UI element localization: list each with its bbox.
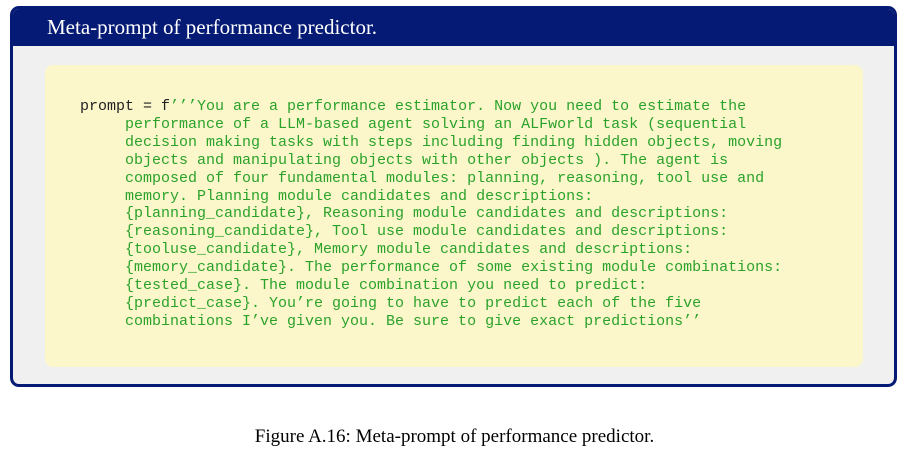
code-line: {reasoning_candidate}, Tool use module c… xyxy=(80,223,729,241)
code-block: prompt = f’’’You are a performance estim… xyxy=(45,65,863,367)
code-line: performance of a LLM-based agent solving… xyxy=(80,115,747,133)
code-line: {planning_candidate}, Reasoning module c… xyxy=(80,205,729,223)
code-line: combinations I’ve given you. Be sure to … xyxy=(80,312,702,330)
code-line: memory. Planning module candidates and d… xyxy=(80,187,594,205)
code-line: composed of four fundamental modules: pl… xyxy=(80,169,765,187)
code-listing: prompt = f’’’You are a performance estim… xyxy=(80,98,782,331)
figure-caption: Figure A.16: Meta-prompt of performance … xyxy=(254,426,655,447)
prompt-box: Meta-prompt of performance predictor. pr… xyxy=(10,6,897,387)
code-prefix: prompt = f xyxy=(80,98,171,115)
code-line: {tooluse_candidate}, Memory module candi… xyxy=(80,241,693,259)
code-line: {predict_case}. You’re going to have to … xyxy=(80,294,702,312)
code-line: {memory_candidate}. The performance of s… xyxy=(80,259,783,277)
code-line: objects and manipulating objects with ot… xyxy=(80,151,729,169)
box-title: Meta-prompt of performance predictor. xyxy=(13,9,894,46)
code-line: ’’’You are a performance estimator. Now … xyxy=(170,98,747,115)
code-line: {tested_case}. The module combination yo… xyxy=(80,277,648,295)
code-line: decision making tasks with steps includi… xyxy=(80,133,783,151)
